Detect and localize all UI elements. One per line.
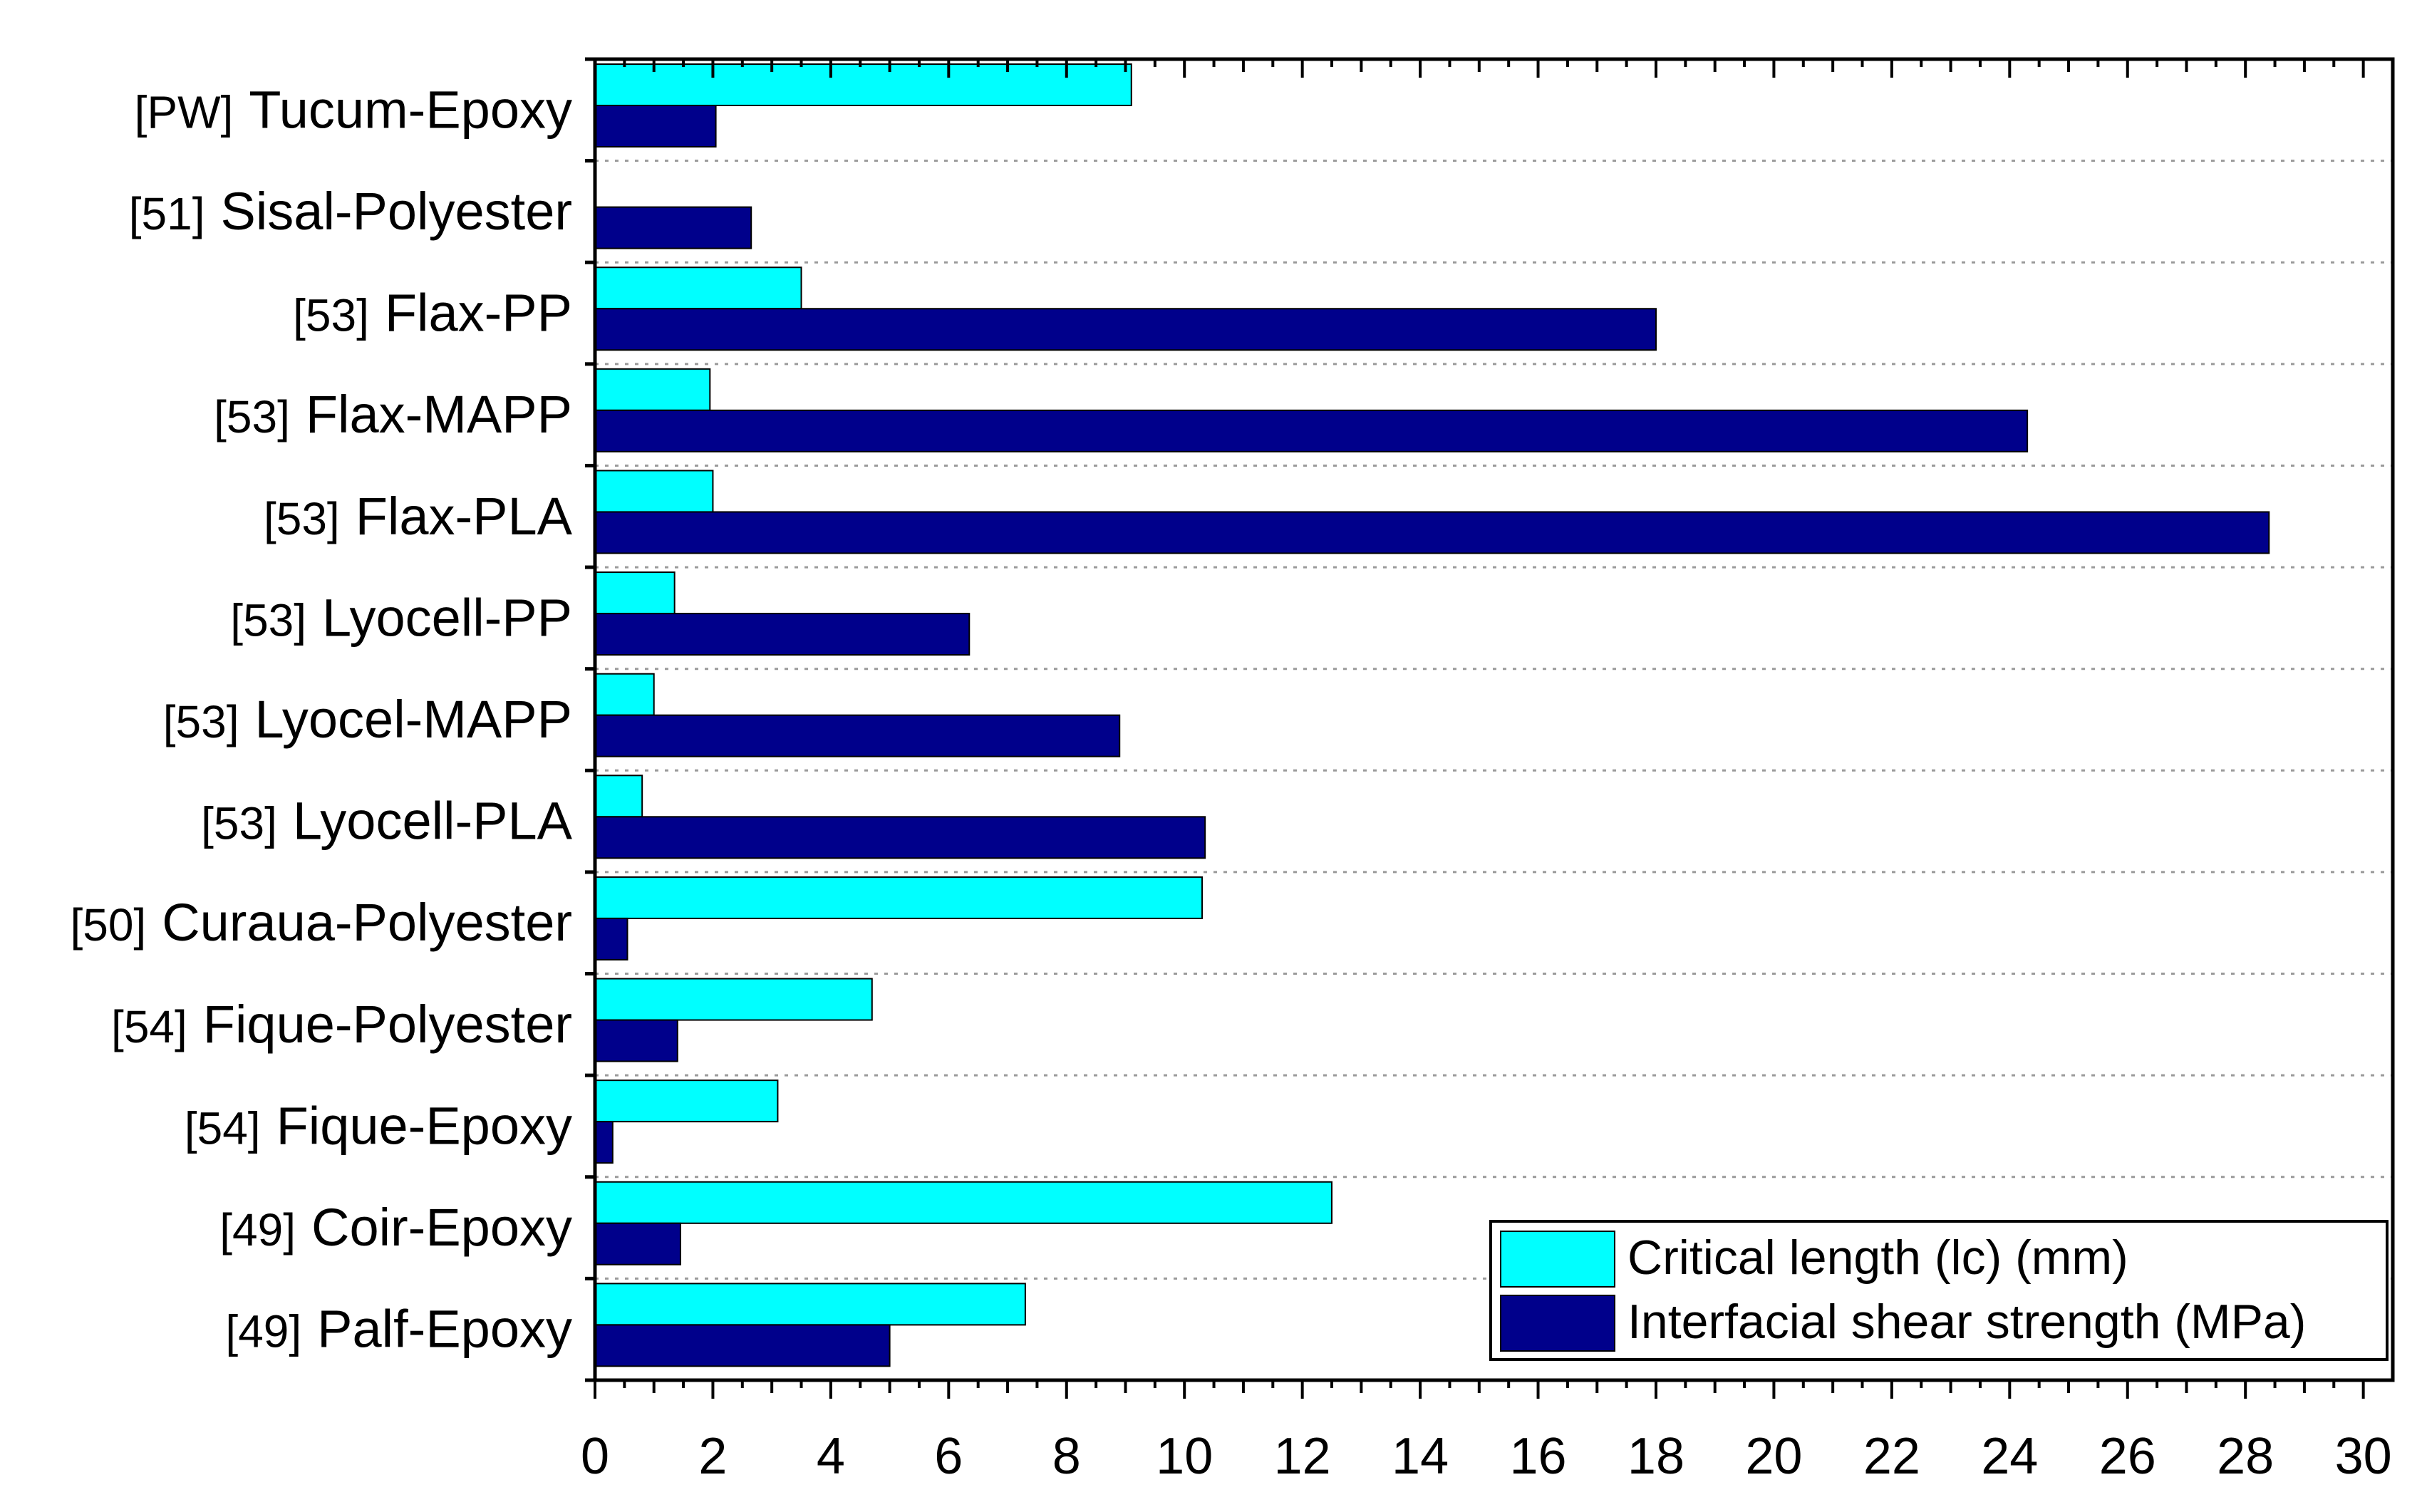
bar-critical-length (594, 1079, 779, 1123)
legend-swatch (1500, 1295, 1615, 1352)
category-reference: [54] (185, 1102, 261, 1154)
bar-interfacial-shear-strength (594, 1222, 681, 1265)
category-name: Curaua-Polyester (162, 893, 572, 952)
bar-interfacial-shear-strength (594, 613, 971, 656)
x-tick-label: 20 (1745, 1428, 1802, 1485)
category-name: Flax-PLA (356, 487, 573, 546)
bar-interfacial-shear-strength (594, 511, 2270, 554)
category-reference: [53] (230, 594, 306, 646)
x-tick-label: 2 (698, 1428, 727, 1485)
category-label: [54] Fique-Polyester (111, 995, 572, 1054)
category-label: [PW] Tucum-Epoxy (135, 80, 572, 139)
tick-labels: 0 2 4 6 8 10 12 14 16 18 20 22 24 26 28 30 (581, 1428, 2392, 1485)
category-label: [50] Curaua-Polyester (70, 893, 572, 952)
legend-box (1489, 1220, 2389, 1361)
category-reference: [53] (201, 798, 277, 849)
category-name: Flax-MAPP (306, 385, 572, 444)
x-tick-label: 18 (1627, 1428, 1684, 1485)
bar-interfacial-shear-strength (594, 714, 1121, 757)
category-reference: [PW] (135, 86, 234, 138)
category-label: [54] Fique-Epoxy (185, 1096, 572, 1155)
axes (585, 57, 2395, 1399)
category-labels: [PW] Tucum-Epoxy [51] Sisal-Polyester [53] Fl… (70, 80, 572, 1358)
category-label: [53] Flax-PLA (264, 487, 573, 546)
x-tick-label: 22 (1863, 1428, 1920, 1485)
category-reference: [53] (163, 696, 239, 747)
category-reference: [53] (214, 391, 290, 442)
x-tick-label: 0 (581, 1428, 609, 1485)
plot-frame (593, 57, 2395, 1382)
category-reference: [54] (111, 1001, 187, 1052)
x-tick-label: 8 (1052, 1428, 1081, 1485)
category-label: [49] Palf-Epoxy (225, 1300, 572, 1359)
category-name: Palf-Epoxy (317, 1300, 572, 1359)
bar-critical-length (594, 876, 1204, 919)
category-name: Fique-Epoxy (276, 1096, 572, 1155)
grid-lines (595, 160, 2393, 1280)
x-tick-label: 14 (1392, 1428, 1449, 1485)
bar-interfacial-shear-strength (594, 816, 1206, 859)
bar-interfacial-shear-strength (594, 308, 1657, 351)
x-tick-label: 4 (817, 1428, 845, 1485)
x-tick-label: 28 (2217, 1428, 2274, 1485)
category-reference: [51] (129, 188, 205, 239)
category-name: Flax-PP (385, 284, 572, 343)
bars (594, 63, 2270, 1367)
category-label: [53] Lyocell-PLA (201, 792, 573, 851)
bar-interfacial-shear-strength (594, 1121, 614, 1164)
bar-critical-length (594, 368, 711, 411)
category-name: Fique-Polyester (203, 995, 572, 1054)
x-tick-label: 30 (2335, 1428, 2392, 1485)
x-tick-label: 16 (1509, 1428, 1566, 1485)
category-reference: [50] (70, 899, 146, 951)
category-reference: [49] (219, 1204, 296, 1255)
bar-critical-length (594, 775, 643, 818)
bar-interfacial-shear-strength (594, 1019, 678, 1062)
legend-swatch (1500, 1231, 1615, 1288)
bar-critical-length (594, 470, 714, 513)
category-name: Tucum-Epoxy (249, 80, 572, 139)
x-tick-label: 6 (934, 1428, 963, 1485)
category-label: [53] Flax-MAPP (214, 385, 572, 444)
bar-interfacial-shear-strength (594, 206, 752, 249)
bar-interfacial-shear-strength (594, 409, 2029, 452)
category-name: Lyocell-PP (322, 588, 572, 647)
category-name: Lyocel-MAPP (254, 690, 572, 749)
category-name: Coir-Epoxy (311, 1198, 572, 1257)
x-tick-label: 24 (1981, 1428, 2038, 1485)
bar-critical-length (594, 1283, 1026, 1326)
x-tick-label: 26 (2099, 1428, 2156, 1485)
category-reference: [53] (293, 290, 369, 341)
category-reference: [49] (225, 1306, 301, 1357)
bar-interfacial-shear-strength (594, 917, 628, 960)
bar-critical-length (594, 978, 873, 1021)
bar-interfacial-shear-strength (594, 1324, 891, 1367)
legend: Critical length (lc) (mm) Interfacial she… (1489, 1220, 2389, 1361)
category-label: [53] Flax-PP (293, 284, 572, 343)
category-name: Lyocell-PLA (293, 792, 573, 851)
category-label: [51] Sisal-Polyester (129, 182, 572, 241)
x-tick-label: 10 (1156, 1428, 1213, 1485)
legend-label: Interfacial shear strength (MPa) (1627, 1295, 2306, 1349)
bar-critical-length (594, 266, 802, 310)
legend-label: Critical length (lc) (mm) (1627, 1231, 2128, 1285)
category-name: Sisal-Polyester (220, 182, 572, 241)
category-label: [53] Lyocel-MAPP (163, 690, 572, 749)
bar-critical-length (594, 63, 1132, 106)
bar-critical-length (594, 1181, 1333, 1224)
category-label: [49] Coir-Epoxy (219, 1198, 572, 1257)
category-reference: [53] (264, 493, 340, 544)
bar-critical-length (594, 571, 676, 615)
bar-interfacial-shear-strength (594, 105, 717, 147)
category-label: [53] Lyocell-PP (230, 588, 572, 647)
bar-critical-length (594, 673, 655, 716)
x-tick-label: 12 (1274, 1428, 1331, 1485)
